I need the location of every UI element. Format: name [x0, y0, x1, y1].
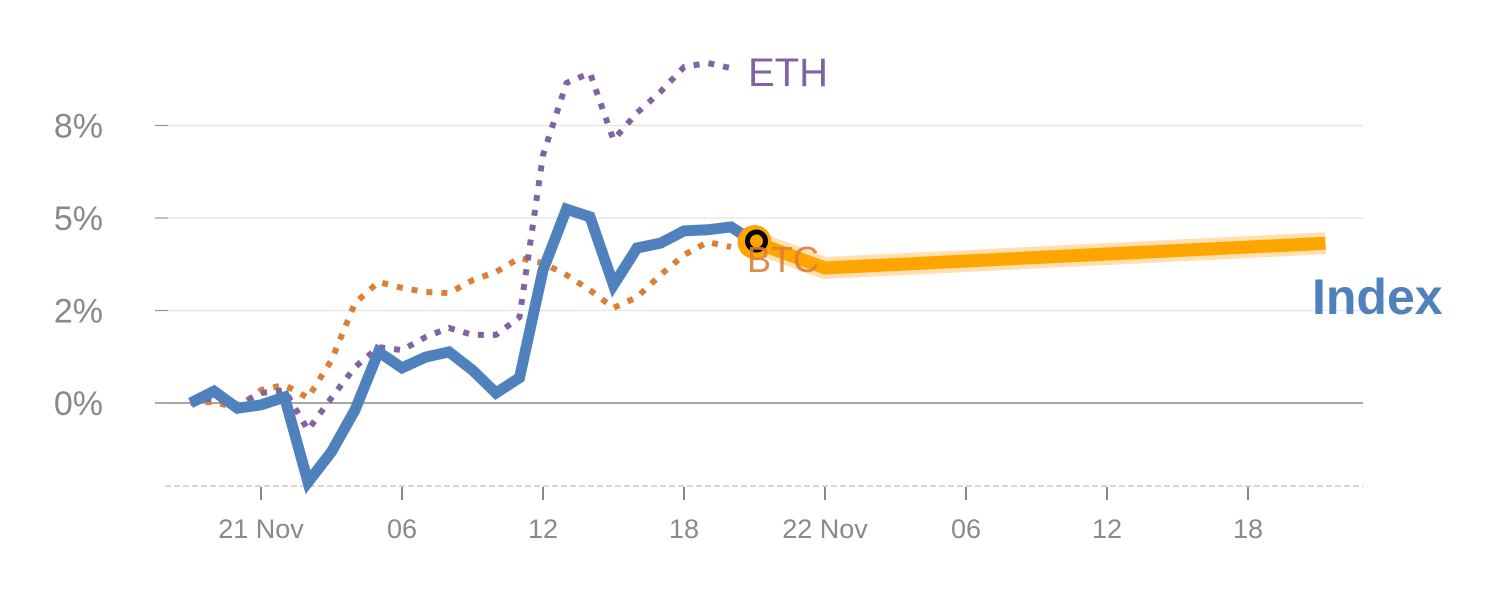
- current-point-marker-inner: [745, 229, 768, 253]
- series-labels: ETH BTC Index: [747, 51, 1443, 325]
- series-lines: [188, 60, 1327, 495]
- forecast-line: [752, 235, 1326, 275]
- x-tick-label: 12: [1092, 514, 1122, 544]
- x-tick-label: 06: [387, 514, 417, 544]
- y-tick-label: 0%: [54, 385, 103, 423]
- x-axis: 21 Nov 06 12 18 22 Nov 06 12 18: [165, 485, 1363, 544]
- series-label-index: Index: [1312, 269, 1443, 325]
- y-tick-label: 5%: [54, 200, 103, 238]
- y-axis: 0% 2% 5% 8%: [54, 108, 168, 423]
- y-tick-label: 2%: [54, 293, 103, 331]
- series-line-btc: [190, 239, 732, 412]
- x-tick-label: 21 Nov: [218, 514, 304, 544]
- x-tick-label: 18: [669, 514, 699, 544]
- y-tick-label: 8%: [54, 108, 103, 146]
- x-tick-label: 12: [528, 514, 558, 544]
- x-tick-label: 18: [1233, 514, 1263, 544]
- series-label-btc: BTC: [747, 239, 819, 280]
- x-tick-label: 22 Nov: [782, 514, 868, 544]
- x-tick-label: 06: [951, 514, 981, 544]
- series-line-index: [188, 202, 758, 495]
- series-label-eth: ETH: [748, 51, 828, 95]
- series-line-eth: [189, 60, 732, 433]
